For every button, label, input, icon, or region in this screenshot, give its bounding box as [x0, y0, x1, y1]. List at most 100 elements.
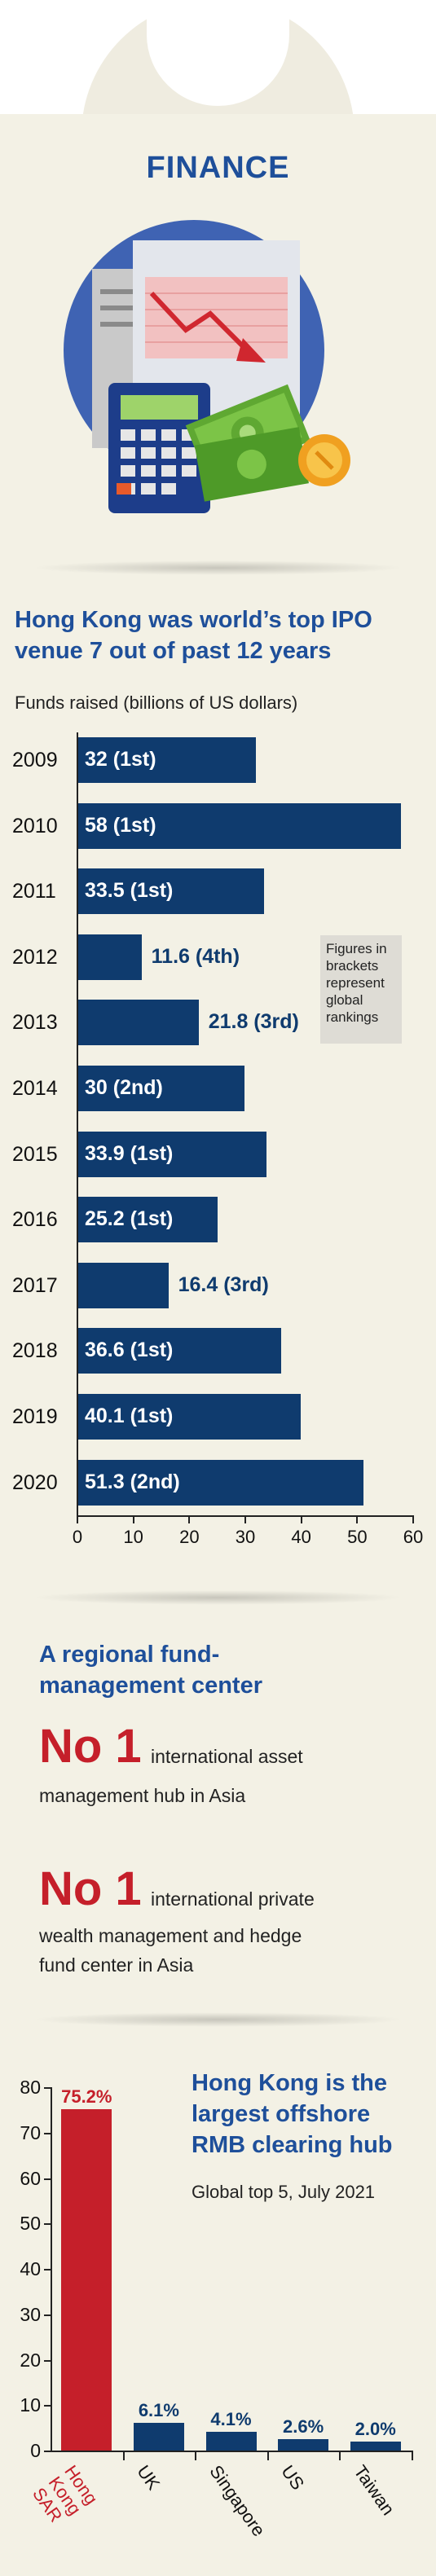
ipo-bar [77, 934, 142, 980]
x-category-label: Taiwan [350, 2461, 399, 2519]
rmb-bar [278, 2438, 329, 2451]
bar-value-label: 21.8 (3rd) [208, 1010, 299, 1034]
y-axis-line [51, 2087, 52, 2451]
x-tick-mark [122, 2451, 125, 2460]
bar-value-label: 33.5 (1st) [85, 879, 174, 903]
ipo-bar [77, 868, 265, 915]
ipo-heading-line2: venue 7 out of past 12 years [15, 638, 332, 664]
x-tick-label: 10 [123, 1527, 143, 1548]
note-line: global [326, 992, 363, 1008]
year-label: 2015 [12, 1142, 58, 1166]
x-tick-mark [356, 1515, 359, 1524]
year-label: 2013 [12, 1011, 58, 1035]
x-tick-label: 0 [72, 1527, 83, 1548]
rankings-note: Figures in brackets represent global ran… [320, 935, 402, 1044]
ipo-bar [77, 1131, 266, 1177]
year-label: 2020 [12, 1470, 58, 1494]
x-tick-mark [244, 1515, 246, 1524]
y-tick-label: 80 [20, 2077, 41, 2098]
ipo-bar [77, 1197, 218, 1243]
ipo-bar [77, 1459, 364, 1506]
bar-value-label: 75.2% [61, 2086, 112, 2107]
year-label: 2016 [12, 1208, 58, 1232]
x-category-label: US [277, 2461, 309, 2494]
rmb-bar [205, 2432, 257, 2451]
year-label: 2009 [12, 749, 58, 771]
bar-value-label: 36.6 (1st) [85, 1339, 174, 1362]
section-divider [33, 2012, 403, 2027]
section-divider [33, 1590, 403, 1605]
bar-value-label: 58 (1st) [85, 813, 156, 837]
y-tick-mark [44, 2178, 51, 2180]
ipo-bar [77, 1066, 244, 1111]
x-tick-label: 30 [235, 1527, 256, 1548]
x-tick-mark [195, 2451, 197, 2460]
y-tick-label: 60 [20, 2167, 41, 2189]
x-tick-mark [412, 1515, 414, 1524]
rmb-bar [133, 2422, 184, 2451]
bar-value-label: 6.1% [138, 2399, 179, 2420]
rmb-bar [350, 2441, 401, 2451]
x-category-label: Singapore [205, 2461, 269, 2540]
rmb-subtitle: Global top 5, July 2021 [192, 2182, 376, 2202]
fund-item2-line2: wealth management and hedge [39, 1925, 302, 1946]
ipo-bar [77, 1000, 199, 1046]
y-tick-mark [44, 2451, 51, 2452]
y-tick-label: 30 [20, 2303, 41, 2325]
note-line: brackets [326, 958, 379, 974]
y-tick-label: 70 [20, 2121, 41, 2143]
x-tick-label: 50 [347, 1527, 368, 1548]
y-tick-label: 0 [30, 2440, 41, 2461]
year-label: 2014 [12, 1077, 58, 1100]
y-tick-label: 50 [20, 2213, 41, 2235]
y-tick-mark [44, 2223, 51, 2226]
ipo-bar [77, 737, 256, 783]
x-axis-line [77, 732, 78, 1516]
rank-number: No 1 [39, 1720, 142, 1773]
y-tick-mark [44, 2359, 51, 2362]
fund-heading-line2: management center [39, 1673, 262, 1699]
y-tick-mark [44, 2269, 51, 2270]
bar-value-label: 25.2 (1st) [85, 1207, 174, 1231]
x-tick-mark [132, 1515, 134, 1524]
fund-item1-line1: international asset [151, 1746, 303, 1767]
y-tick-mark [44, 2132, 51, 2134]
fund-item2-line1: international private [151, 1888, 315, 1910]
year-label: 2012 [12, 945, 58, 969]
ipo-bar [77, 1328, 282, 1374]
ipo-bar-chart: 2009 32 (1st) 2010 58 (1st) 2011 33.5 (1st) 20… [12, 732, 424, 1548]
bar-value-label: 40.1 (1st) [85, 1404, 174, 1427]
x-tick-label: 60 [403, 1527, 424, 1548]
bar-value-label: 4.1% [210, 2409, 252, 2430]
fund-heading-line1: A regional fund- [39, 1642, 220, 1668]
year-label: 2019 [12, 1405, 58, 1428]
note-line: Figures in [326, 941, 387, 956]
x-axis-line [51, 2451, 412, 2452]
rmb-heading-line3: RMB clearing hub [192, 2132, 393, 2158]
x-category-label: Hong Kong SAR [29, 2461, 102, 2530]
x-tick-mark [77, 1515, 78, 1524]
finance-illustration-icon [64, 220, 350, 513]
fund-item2-line3: fund center in Asia [39, 1954, 194, 1976]
bar-value-label: 2.6% [283, 2416, 324, 2437]
x-tick-label: 40 [291, 1527, 311, 1548]
bar-value-label: 16.4 (3rd) [178, 1273, 269, 1296]
x-tick-mark [412, 2451, 413, 2460]
x-tick-label: 20 [179, 1527, 200, 1548]
y-tick-mark [44, 2087, 51, 2089]
bar-value-label: 32 (1st) [85, 748, 156, 771]
bar-value-label: 11.6 (4th) [151, 944, 240, 968]
bar-value-label: 33.9 (1st) [85, 1141, 174, 1165]
ipo-heading-line1: Hong Kong was world’s top IPO [15, 607, 372, 633]
rank-number: No 1 [39, 1862, 142, 1915]
fund-item1-line2: management hub in Asia [39, 1785, 246, 1806]
ipo-bar [77, 1262, 169, 1308]
section-divider [33, 560, 403, 575]
page-title: FINANCE [146, 151, 290, 185]
y-tick-label: 20 [20, 2349, 41, 2371]
rmb-heading-line1: Hong Kong is the [192, 2070, 388, 2096]
ipo-bar [77, 802, 402, 849]
rmb-bar [61, 2108, 112, 2451]
y-tick-label: 10 [20, 2394, 41, 2416]
